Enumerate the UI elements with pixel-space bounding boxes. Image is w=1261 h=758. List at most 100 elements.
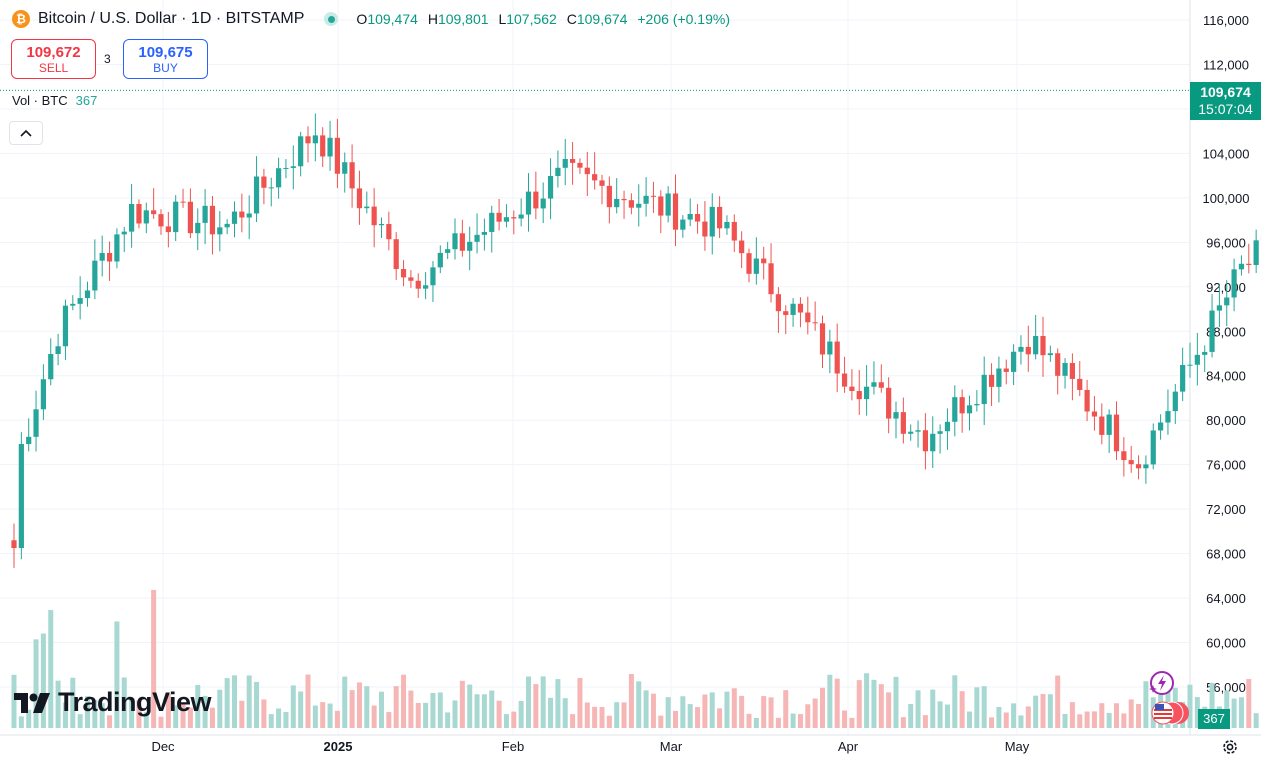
candle-body: [445, 249, 451, 253]
volume-bar: [1121, 713, 1127, 728]
volume-bar: [195, 685, 201, 728]
volume-bar: [437, 692, 443, 728]
volume-bar: [731, 688, 737, 728]
spread-value: 3: [104, 52, 111, 66]
candle-body: [70, 303, 76, 306]
volume-bar: [665, 697, 671, 728]
volume-bar: [900, 717, 906, 728]
ideas-lightning-icon[interactable]: [1146, 669, 1178, 697]
volume-bar: [430, 692, 436, 728]
candle-body: [849, 386, 855, 392]
volume-bar: [753, 717, 759, 728]
volume-bar: [62, 702, 68, 728]
volume-bar: [415, 702, 421, 728]
candle-body: [99, 252, 105, 261]
candle-body: [959, 397, 965, 414]
candle-body: [555, 167, 561, 176]
ohlc-open: 109,474: [367, 11, 418, 27]
volume-bar: [187, 707, 193, 728]
bitcoin-coin-icon: ₿: [12, 10, 30, 28]
candle-body: [525, 191, 532, 215]
candle-body: [312, 135, 318, 144]
candle-body: [481, 231, 487, 235]
candle-body: [1113, 414, 1120, 452]
candle-body: [180, 201, 186, 203]
volume-bar: [1099, 703, 1105, 728]
volume-legend[interactable]: Vol · BTC 367: [12, 93, 97, 108]
candle-body: [1180, 364, 1186, 392]
volume-bar: [827, 674, 833, 728]
volume-bar: [981, 686, 987, 728]
y-tick-label: 100,000: [1203, 191, 1250, 206]
last-price: 109,674: [1200, 84, 1251, 100]
collapse-legend-button[interactable]: [9, 121, 43, 145]
volume-bar: [768, 697, 774, 728]
volume-bar: [1128, 699, 1134, 728]
volume-bar: [364, 686, 370, 728]
candle-body: [246, 213, 252, 218]
volume-bar: [349, 690, 355, 728]
candle-body: [261, 176, 267, 188]
candle-body: [474, 234, 480, 242]
y-tick-label: 64,000: [1206, 591, 1246, 606]
candle-body: [739, 240, 745, 254]
candle-body: [702, 221, 708, 237]
volume-bar: [1033, 695, 1039, 728]
volume-bar: [92, 699, 98, 728]
candle-body: [129, 203, 135, 232]
candle-body: [533, 191, 539, 209]
candle-body: [1194, 354, 1200, 365]
candle-body: [827, 341, 833, 355]
candle-body: [974, 404, 980, 406]
tradingview-logo[interactable]: TradingView: [14, 687, 212, 718]
volume-bar: [790, 713, 796, 728]
volume-bar: [379, 691, 384, 728]
candle-body: [430, 267, 436, 286]
candle-body: [988, 374, 995, 387]
candle-body: [746, 253, 752, 274]
volume-bar: [606, 715, 612, 728]
candle-body: [584, 167, 590, 175]
candle-body: [724, 221, 730, 229]
candle-body: [694, 213, 701, 222]
candle-body: [717, 206, 723, 229]
sell-price: 109,672: [26, 43, 81, 61]
candle-body: [503, 217, 510, 222]
y-tick-label: 88,000: [1206, 324, 1246, 339]
volume-bar: [673, 710, 678, 728]
candle-body: [636, 203, 642, 208]
candle-body: [1099, 416, 1105, 435]
buy-button[interactable]: 109,675 BUY: [123, 39, 208, 79]
candle-body: [819, 323, 826, 355]
candle-body: [1025, 346, 1031, 355]
volume-legend-label: Vol · BTC: [12, 93, 68, 108]
us-flag-icon[interactable]: [1150, 700, 1190, 726]
candle-body: [253, 176, 260, 214]
buy-price: 109,675: [138, 43, 193, 61]
candle-body: [952, 397, 958, 422]
candle-body: [922, 430, 928, 452]
bar-countdown: 15:07:04: [1198, 101, 1253, 117]
candle-body: [871, 382, 877, 387]
x-tick-label: Apr: [838, 739, 859, 754]
volume-bar: [820, 687, 825, 728]
candle-body: [1055, 353, 1061, 376]
volume-bar: [327, 703, 333, 728]
candle-body: [650, 195, 657, 197]
x-tick-label: Dec: [151, 739, 175, 754]
volume-bar: [1077, 714, 1083, 728]
candle-body: [937, 431, 943, 434]
sell-button[interactable]: 109,672 SELL: [11, 39, 96, 79]
volume-bar: [261, 699, 267, 728]
volume-bar: [812, 698, 818, 728]
settings-gear-icon[interactable]: [1221, 738, 1239, 756]
candle-body: [1165, 411, 1171, 423]
volume-bar: [1253, 713, 1259, 728]
candle-body: [283, 167, 289, 169]
volume-bar: [48, 610, 54, 728]
volume-bar: [1187, 684, 1193, 728]
symbol-title[interactable]: Bitcoin / U.S. Dollar · 1D · BITSTAMP: [38, 10, 305, 27]
volume-bar: [283, 711, 289, 728]
volume-bar: [702, 694, 708, 728]
